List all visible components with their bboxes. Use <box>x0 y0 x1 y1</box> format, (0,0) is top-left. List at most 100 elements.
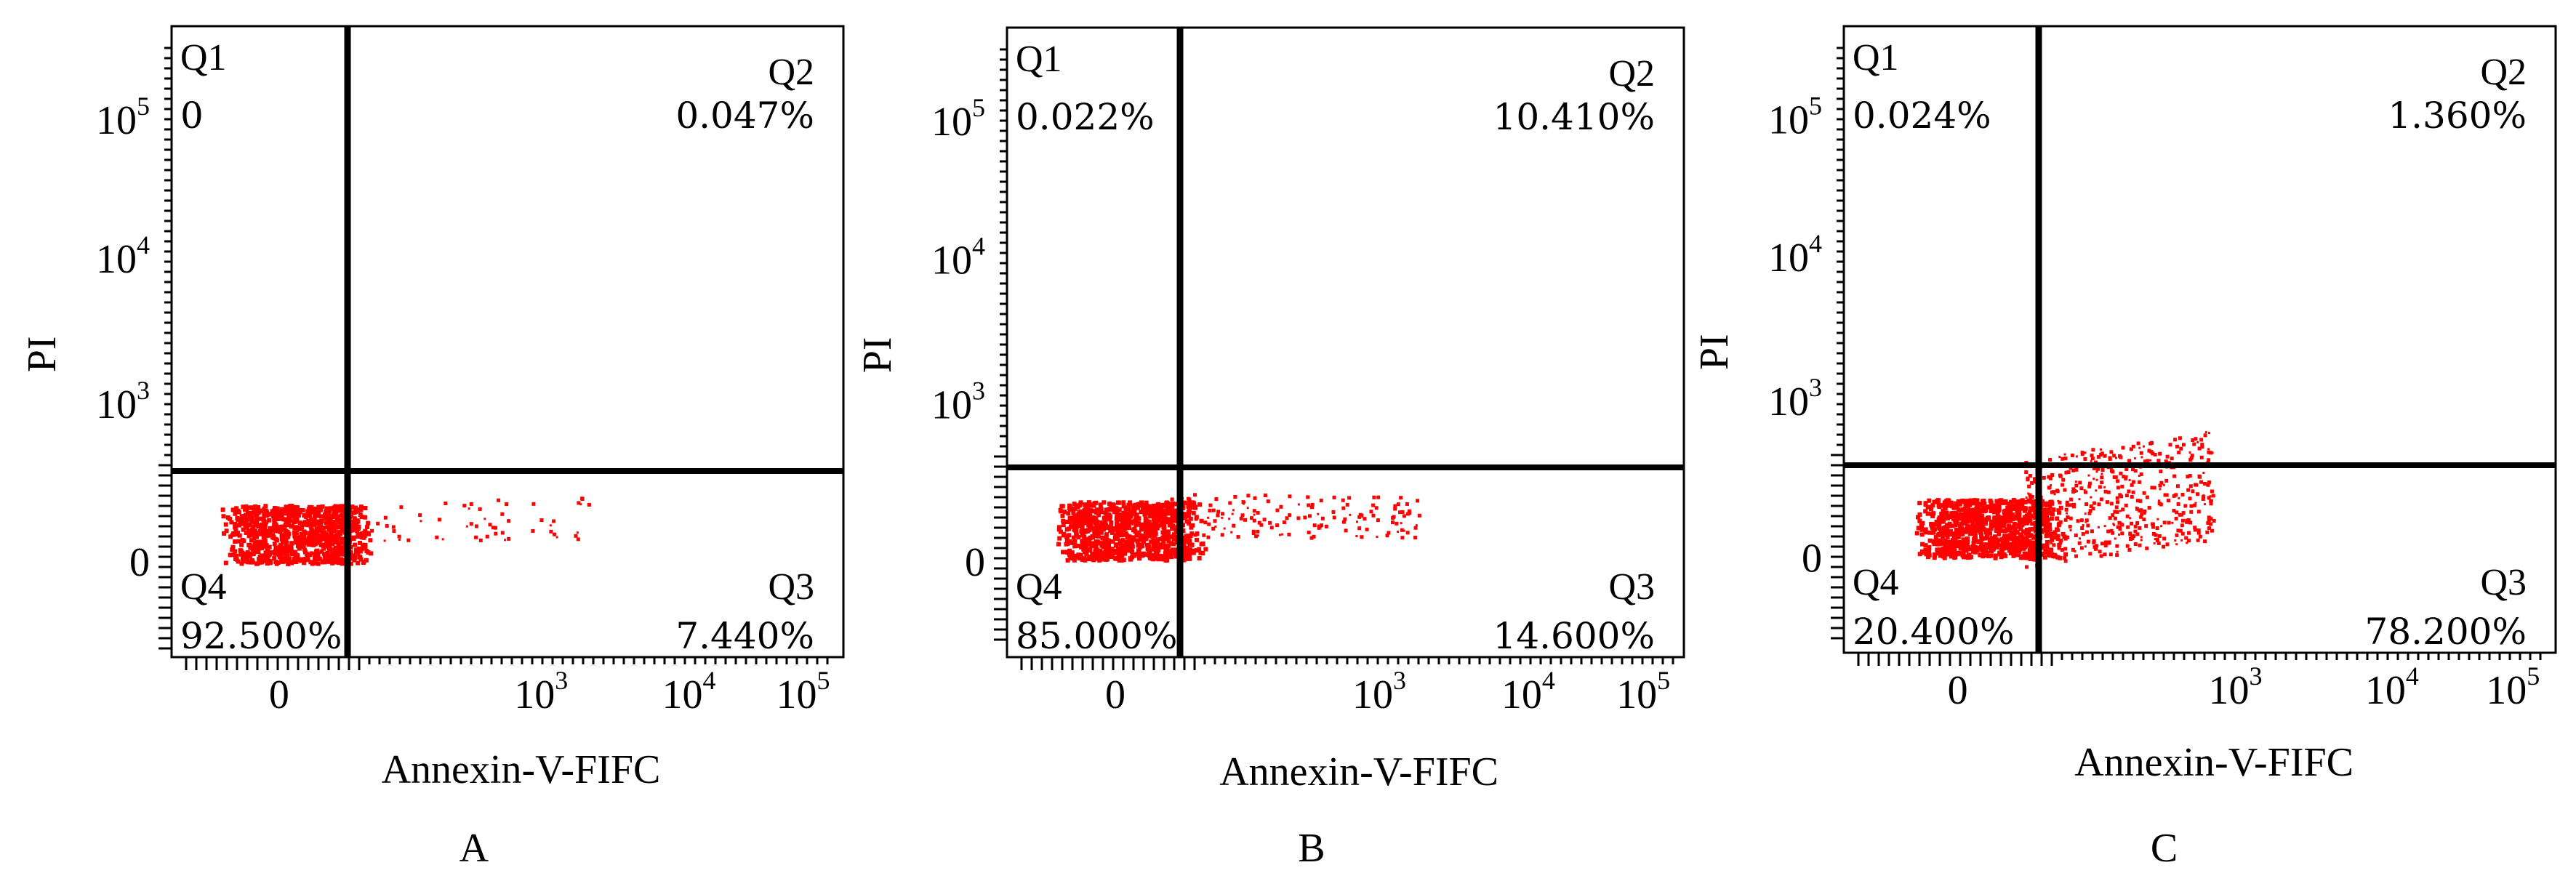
event-dot <box>1123 541 1128 546</box>
event-dot <box>2009 500 2014 505</box>
x-axis-title: Annexin-V-FIFC <box>382 747 661 792</box>
event-dot <box>1099 506 1104 511</box>
event-dot <box>351 553 356 558</box>
event-dot <box>1174 502 1179 507</box>
event-dot <box>2098 485 2102 489</box>
event-dot <box>337 506 342 511</box>
event-dot <box>1081 515 1086 520</box>
event-dot <box>2093 478 2095 480</box>
event-dot <box>1318 524 1323 528</box>
event-dot <box>1968 508 1973 513</box>
event-dot <box>2030 547 2035 552</box>
event-dot <box>2116 525 2120 529</box>
event-dot <box>1980 548 1985 553</box>
event-dot <box>1925 504 1930 510</box>
event-dot <box>321 526 326 531</box>
event-dot <box>1981 525 1986 530</box>
event-dot <box>244 504 249 509</box>
event-dot <box>1147 520 1152 525</box>
event-dot <box>275 508 280 513</box>
event-dot <box>351 536 356 542</box>
event-dot <box>1087 538 1092 543</box>
event-dot <box>2125 514 2130 518</box>
event-dot <box>1923 530 1928 535</box>
event-dot <box>323 512 328 517</box>
event-dot <box>2151 523 2155 527</box>
event-dot <box>2167 499 2171 503</box>
event-dot <box>576 531 579 534</box>
event-dot <box>1312 534 1316 539</box>
event-dot <box>1109 520 1114 526</box>
event-dot <box>222 531 227 536</box>
event-dot <box>2071 487 2076 491</box>
event-dot <box>1200 541 1205 546</box>
event-dot <box>279 544 284 550</box>
event-dot <box>339 557 344 562</box>
event-dot <box>316 521 321 526</box>
event-dot <box>1151 543 1156 548</box>
event-dot <box>385 524 389 528</box>
event-dot <box>1991 546 1997 551</box>
event-dot <box>2090 454 2094 458</box>
event-dot <box>1994 526 1999 531</box>
event-dot <box>220 507 225 512</box>
event-dot <box>2201 497 2205 502</box>
event-dot <box>1104 523 1109 528</box>
event-dot <box>2131 467 2135 472</box>
event-dot <box>1133 523 1139 528</box>
event-dot <box>2125 475 2128 478</box>
event-dot <box>1415 524 1418 527</box>
event-dot <box>268 530 273 535</box>
event-dot <box>500 531 505 535</box>
event-dot <box>2030 480 2034 485</box>
panel-label: C <box>2151 826 2178 871</box>
event-dot <box>2094 547 2098 551</box>
event-dot <box>2047 549 2052 554</box>
event-dot <box>1975 521 1980 526</box>
event-dot <box>284 536 289 541</box>
event-dot <box>2103 455 2106 458</box>
event-dot <box>2001 516 2006 521</box>
event-dot <box>1162 532 1167 537</box>
event-dot <box>1187 507 1192 512</box>
event-dot <box>2212 518 2216 523</box>
event-dot <box>1919 549 1925 554</box>
event-dot <box>268 526 273 531</box>
event-dot <box>1140 553 1145 558</box>
event-dot <box>2092 539 2096 543</box>
event-dot <box>1981 545 1986 550</box>
event-dot <box>1056 525 1062 530</box>
event-dot <box>1317 512 1320 515</box>
quadrant-value-q2: 1.360% <box>2388 94 2527 137</box>
event-dot <box>1095 527 1100 532</box>
event-dot <box>2050 484 2053 487</box>
event-dot <box>254 518 259 523</box>
event-dot <box>2007 544 2013 550</box>
event-dot <box>313 549 318 554</box>
event-dot <box>360 542 365 547</box>
x-tick-label: 0 <box>269 672 289 717</box>
event-dot <box>2045 540 2050 545</box>
event-dot <box>1102 541 1107 546</box>
event-dot <box>2031 507 2036 512</box>
quadrant-value-q2: 0.047% <box>675 94 814 137</box>
event-dot <box>303 531 308 536</box>
event-dot <box>1965 515 1970 520</box>
event-dot <box>1940 503 1945 508</box>
event-dot <box>2087 484 2092 488</box>
x-tick-label: 104 <box>1501 666 1555 717</box>
quadrant-name-q2: Q2 <box>1608 53 1655 94</box>
panel-a: 0 103 104 1050103104105Q10Q20.047%Q37.440%Q… <box>20 25 845 871</box>
event-dot <box>1960 544 1965 550</box>
event-dot <box>579 503 582 506</box>
event-dot <box>1994 537 1999 542</box>
event-dot <box>1320 516 1325 520</box>
event-dot <box>2018 546 2023 551</box>
event-dot <box>1312 523 1317 528</box>
event-dot <box>1963 507 1968 512</box>
event-dot <box>303 556 308 561</box>
event-dot <box>330 547 335 552</box>
event-dot <box>329 533 334 538</box>
event-dot <box>2145 524 2148 527</box>
event-dot <box>397 534 401 539</box>
